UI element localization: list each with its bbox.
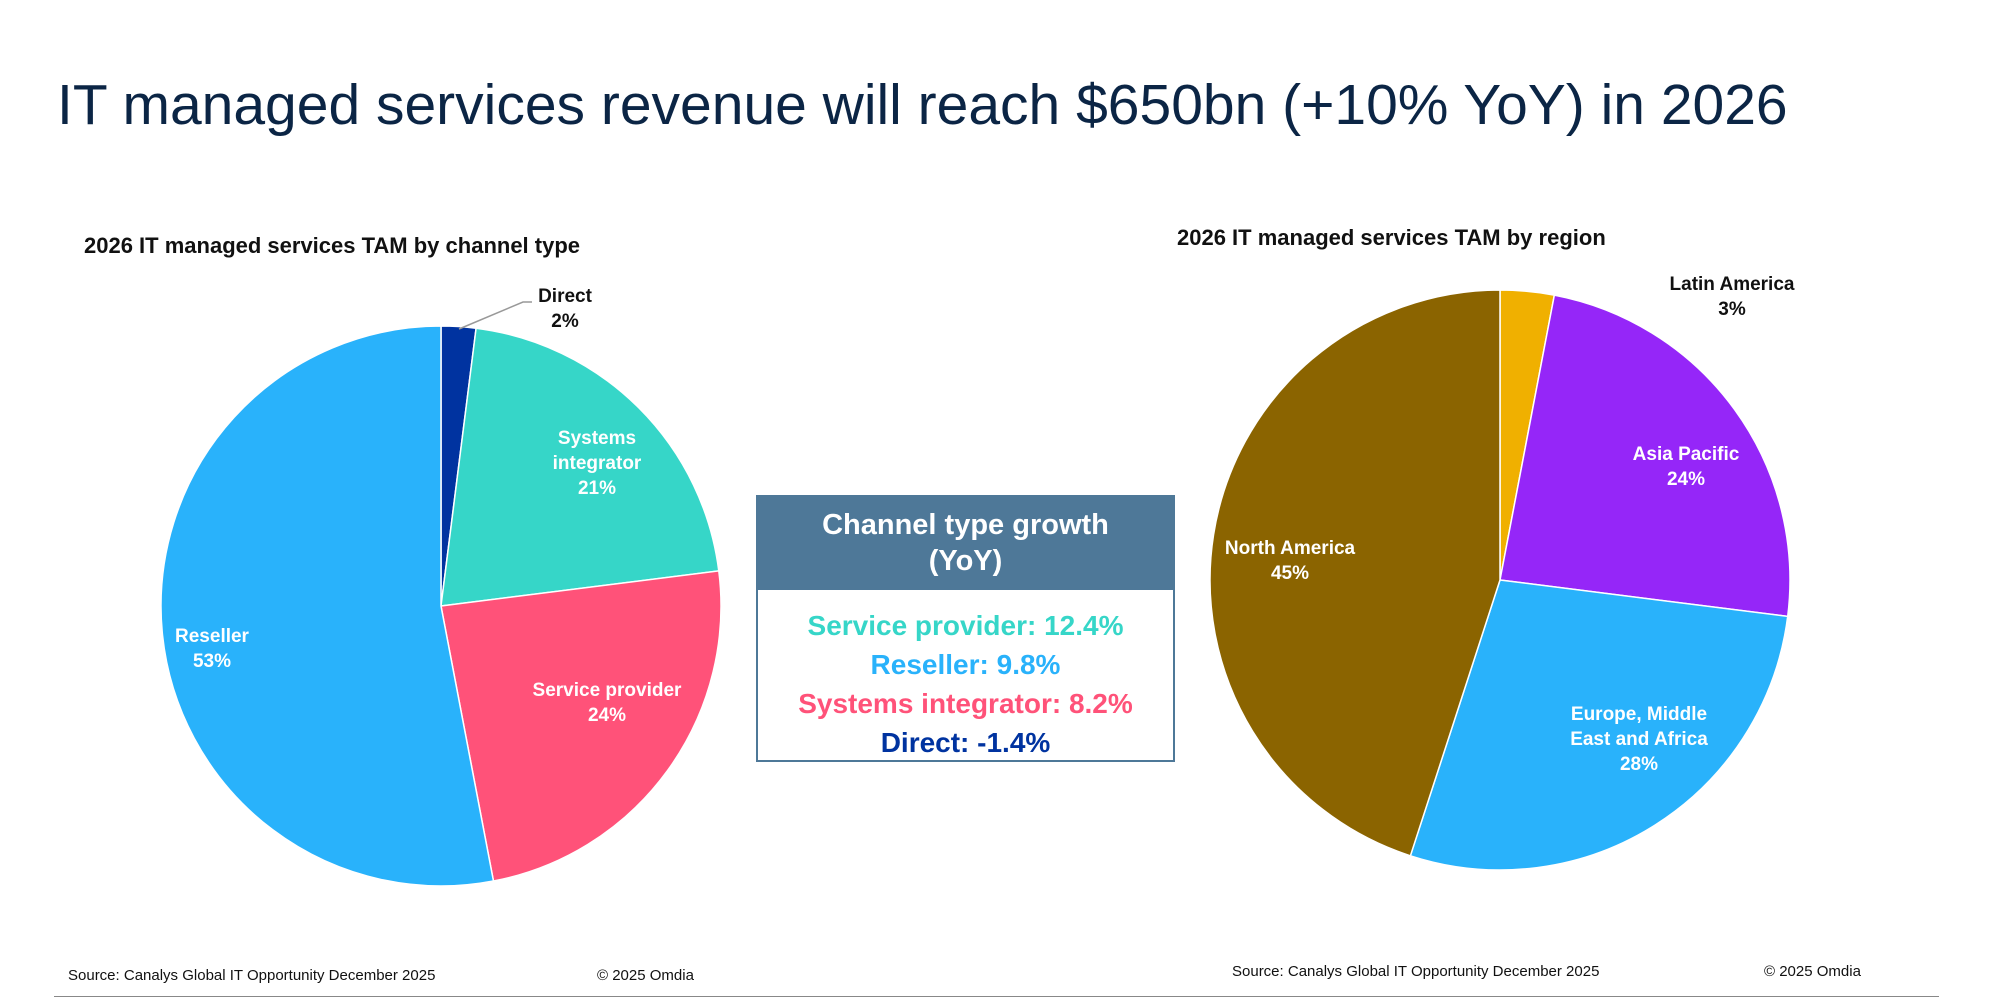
growth-box-title-line2: (YoY): [928, 545, 1003, 577]
left-copyright: © 2025 Omdia: [597, 967, 694, 984]
left-source: Source: Canalys Global IT Opportunity De…: [68, 967, 436, 984]
pie-slice-asia-pacific: [1499, 294, 1791, 618]
right-source: Source: Canalys Global IT Opportunity De…: [1232, 963, 1600, 980]
growth-box-title-line1: Channel type growth: [822, 509, 1109, 541]
pie-slice-systems-integrator: [440, 327, 720, 607]
direct-leader-line: [458, 301, 532, 330]
data-label-reseller: Reseller 53%: [175, 626, 250, 672]
pie-slice-europe-middle-east-and-africa: [1409, 579, 1789, 871]
channel-growth-box: Channel type growth (YoY) Service provid…: [756, 495, 1175, 762]
growth-box-header: Channel type growth (YoY): [758, 497, 1173, 590]
right-copyright: © 2025 Omdia: [1764, 963, 1861, 980]
page-title: IT managed services revenue will reach $…: [57, 73, 1788, 137]
data-label-north-america: North America 45%: [1225, 538, 1356, 584]
footer-divider: [54, 996, 1939, 997]
channel-chart-title: 2026 IT managed services TAM by channel …: [84, 233, 581, 258]
pie-slice-reseller: [160, 325, 495, 887]
data-label-latin-america: Latin America 3%: [1670, 274, 1795, 320]
region-chart-title: 2026 IT managed services TAM by region: [1177, 225, 1606, 250]
data-label-asia-pacific: Asia Pacific 24%: [1633, 444, 1740, 490]
pie-slice-service-provider: [440, 570, 722, 882]
data-label-direct: Direct 2%: [538, 286, 593, 332]
growth-item-service-provider: Service provider: 12.4%: [807, 610, 1124, 641]
growth-item-reseller: Reseller: 9.8%: [870, 649, 1061, 680]
data-label-systems-integrator: Systems integrator 21%: [553, 428, 642, 499]
growth-item-direct: Direct: -1.4%: [880, 727, 1051, 758]
data-label-service-provider: Service provider 24%: [533, 680, 683, 726]
data-label-europe-middle-east-and-africa: Europe, Middle East and Africa 28%: [1570, 704, 1708, 775]
growth-box-body: Service provider: 12.4% Reseller: 9.8% S…: [758, 590, 1173, 762]
growth-item-systems-integrator: Systems integrator: 8.2%: [798, 688, 1133, 719]
pie-slice-north-america: [1209, 289, 1501, 857]
